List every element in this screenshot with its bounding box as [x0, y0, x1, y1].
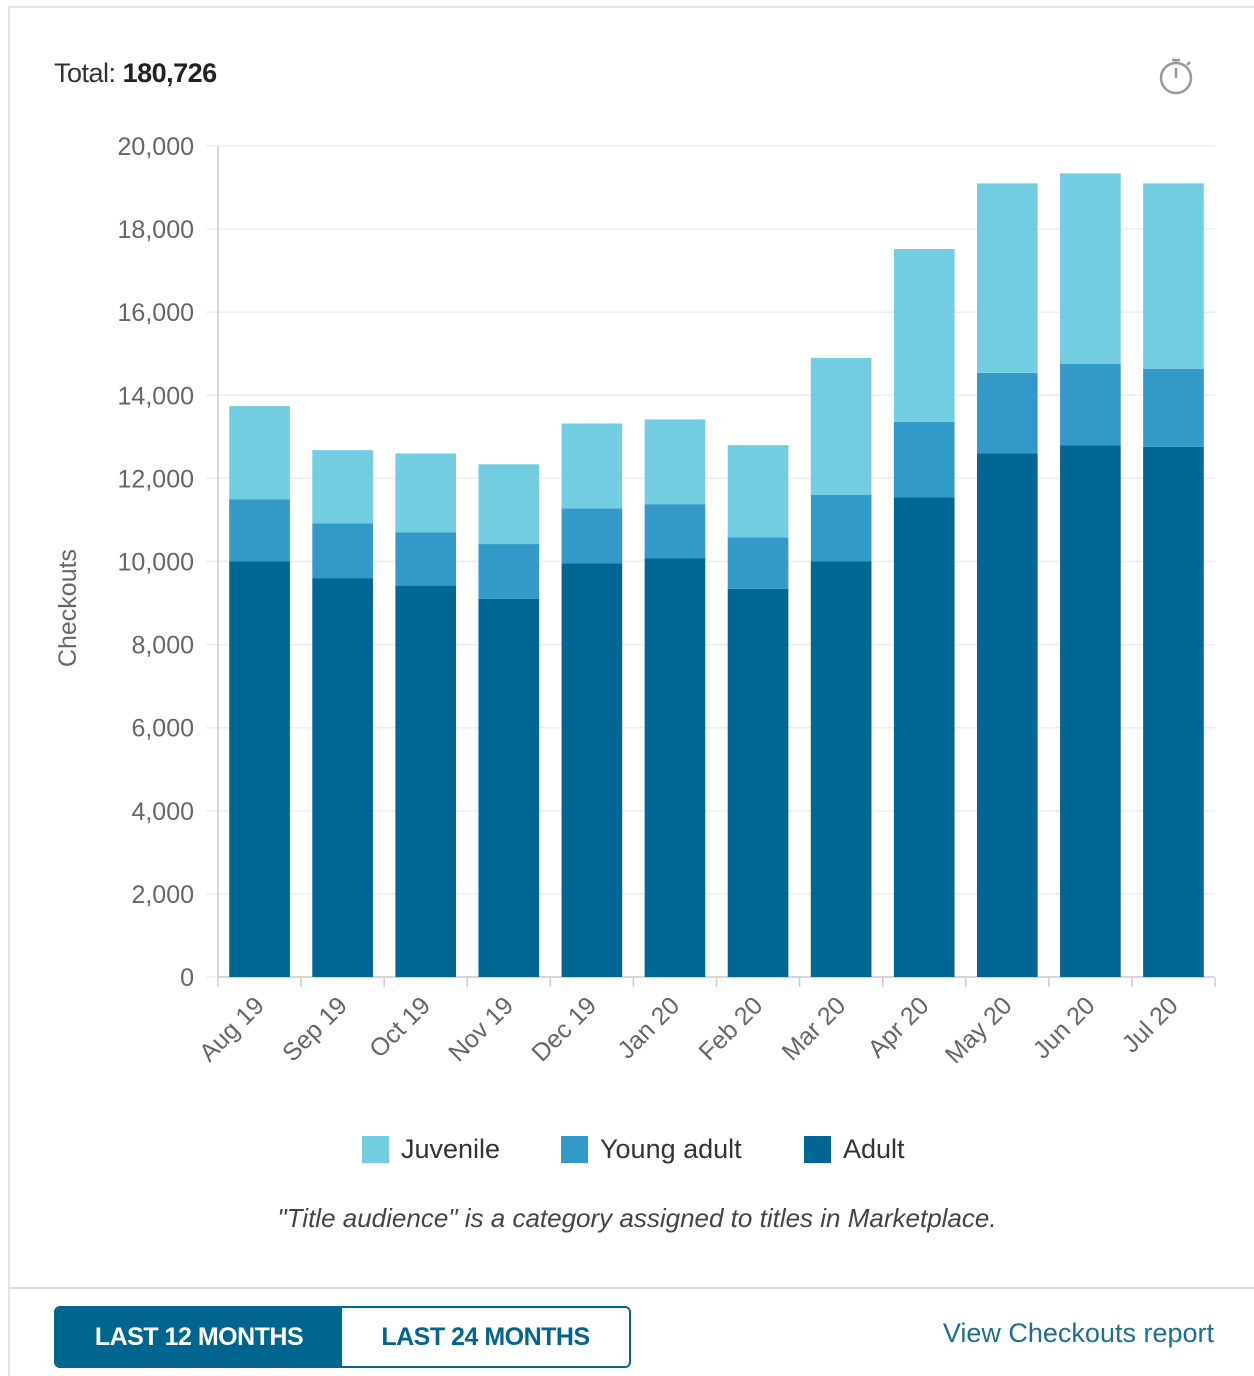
bar-adult-feb-20: [727, 588, 789, 977]
bar-young-adult-feb-20: [727, 537, 789, 589]
bar-adult-dec-19: [561, 563, 623, 977]
y-tick-label: 0: [180, 964, 194, 992]
chart-footnote: "Title audience" is a category assigned …: [277, 1203, 997, 1233]
bar-juvenile-feb-20: [727, 445, 789, 538]
checkouts-chart: 0 2,000 4,000 6,000 8,000 10,000 12,000 14,000 1…: [54, 133, 1216, 1069]
y-tick-label: 2,000: [131, 881, 194, 909]
legend-label-adult: Adult: [843, 1134, 905, 1164]
x-tick-label: Mar 20: [777, 991, 852, 1066]
bar-adult-apr-20: [893, 497, 955, 977]
bar-young-adult-aug-19: [229, 499, 290, 562]
x-tick-label: Apr 20: [863, 991, 935, 1063]
bar-adult-oct-19: [395, 585, 457, 977]
x-tick-label: Sep 19: [277, 991, 353, 1067]
y-tick-label: 18,000: [118, 216, 194, 244]
x-tick-label: Feb 20: [693, 991, 768, 1066]
last-12-months-button[interactable]: LAST 12 MONTHS: [56, 1308, 342, 1366]
bar-juvenile-aug-19: [229, 406, 290, 500]
total-summary: Total: 180,726: [54, 58, 217, 89]
x-tick-label: Jun 20: [1028, 991, 1101, 1064]
x-tick-label: May 20: [940, 991, 1018, 1069]
y-tick-label: 8,000: [131, 632, 194, 660]
bar-young-adult-mar-20: [810, 495, 872, 562]
bar-juvenile-jul-20: [1143, 183, 1204, 369]
young-adult-swatch: [561, 1136, 588, 1163]
last-24-months-button[interactable]: LAST 24 MONTHS: [342, 1308, 629, 1366]
bar-young-adult-oct-19: [395, 532, 457, 586]
bar-adult-may-20: [976, 453, 1038, 978]
bar-juvenile-apr-20: [893, 249, 955, 422]
bar-adult-jan-20: [644, 558, 706, 977]
bar-adult-jul-20: [1143, 446, 1204, 977]
bar-adult-mar-20: [810, 561, 872, 977]
x-tick-label: Dec 19: [526, 991, 602, 1067]
bar-juvenile-may-20: [976, 183, 1038, 373]
bar-young-adult-jun-20: [1060, 363, 1121, 446]
y-tick-label: 12,000: [118, 465, 194, 493]
adult-swatch: [804, 1136, 831, 1163]
y-tick-label: 6,000: [131, 715, 194, 743]
stopwatch-icon[interactable]: [1156, 56, 1196, 96]
bar-young-adult-may-20: [976, 372, 1038, 454]
y-tick-label: 16,000: [118, 299, 194, 327]
total-label: Total:: [54, 58, 116, 88]
time-range-toggle: LAST 12 MONTHS LAST 24 MONTHS: [54, 1306, 631, 1368]
bar-juvenile-mar-20: [810, 357, 872, 496]
x-tick-label: Oct 19: [364, 991, 436, 1063]
footer-divider: [8, 1287, 1254, 1289]
bar-juvenile-jun-20: [1060, 173, 1121, 364]
bar-young-adult-apr-20: [893, 421, 955, 498]
bar-young-adult-dec-19: [561, 508, 623, 564]
legend-item-young-adult[interactable]: Young adult: [561, 1134, 742, 1165]
legend-label-young-adult: Young adult: [600, 1134, 742, 1164]
y-axis-label: Checkouts: [54, 549, 82, 667]
bar-adult-jun-20: [1060, 445, 1121, 977]
chart-legend: Juvenile Young adult Adult: [0, 1134, 1254, 1174]
x-tick-label: Jan 20: [612, 991, 685, 1064]
y-tick-label: 10,000: [118, 549, 194, 577]
bar-juvenile-dec-19: [561, 423, 623, 509]
view-checkouts-report-link[interactable]: View Checkouts report: [942, 1318, 1214, 1348]
bar-juvenile-sep-19: [312, 450, 373, 524]
legend-item-adult[interactable]: Adult: [804, 1134, 905, 1165]
bar-adult-sep-19: [312, 578, 373, 977]
bar-adult-aug-19: [229, 561, 290, 977]
bar-adult-nov-19: [478, 598, 540, 977]
bar-young-adult-nov-19: [478, 544, 540, 599]
bar-young-adult-jul-20: [1143, 368, 1204, 447]
legend-label-juvenile: Juvenile: [401, 1134, 501, 1164]
bar-juvenile-oct-19: [395, 453, 457, 533]
x-tick-label: Jul 20: [1117, 991, 1184, 1058]
bar-juvenile-nov-19: [478, 464, 540, 545]
total-value: 180,726: [122, 58, 218, 88]
bar-young-adult-jan-20: [644, 504, 706, 559]
x-tick-label: Nov 19: [443, 991, 519, 1067]
y-tick-label: 20,000: [118, 133, 194, 161]
x-tick-label: Aug 19: [194, 991, 270, 1067]
checkouts-card: [8, 6, 1254, 1376]
y-tick-label: 4,000: [131, 798, 194, 826]
juvenile-swatch: [362, 1136, 389, 1163]
legend-item-juvenile[interactable]: Juvenile: [362, 1134, 500, 1165]
bar-juvenile-jan-20: [644, 419, 706, 505]
bar-young-adult-sep-19: [312, 523, 373, 579]
y-tick-label: 14,000: [118, 382, 194, 410]
